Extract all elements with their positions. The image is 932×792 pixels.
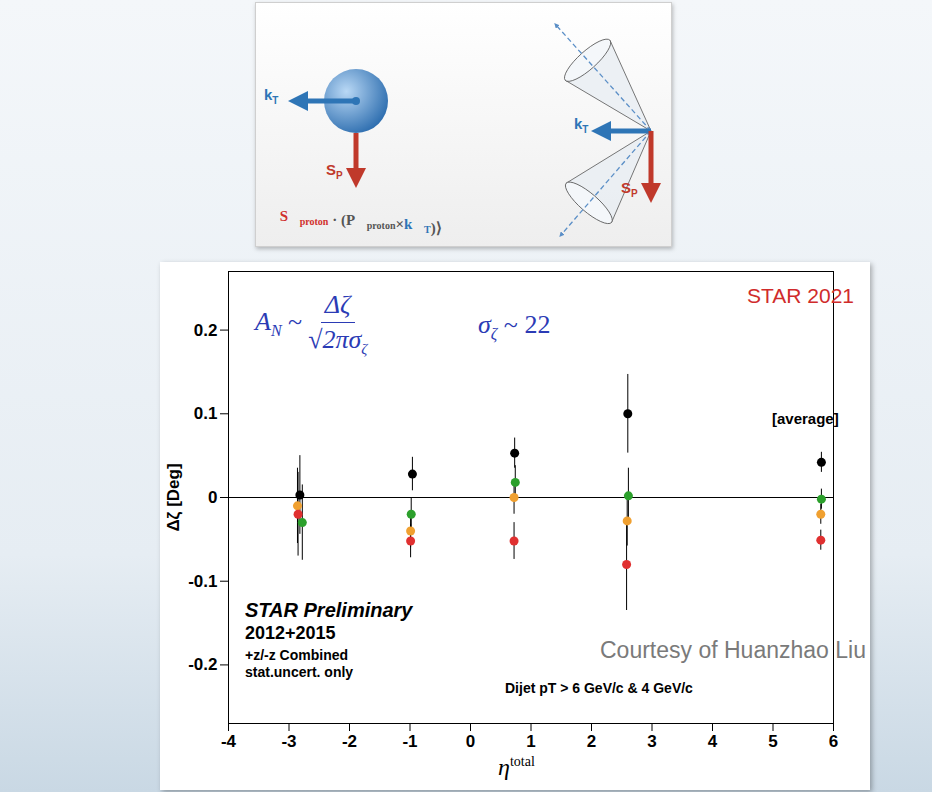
svg-text:Δζ [Deg]: Δζ [Deg] [164, 463, 183, 531]
html-text:STAR 2021: STAR 2021 [747, 284, 854, 307]
svg-text:3: 3 [647, 732, 656, 751]
svg-text:0: 0 [466, 732, 475, 751]
svg-text:0: 0 [208, 488, 217, 507]
svg-text:0.2: 0.2 [194, 321, 218, 340]
html-text:STAR Preliminary: STAR Preliminary [245, 599, 413, 621]
svg-text:-2: -2 [342, 732, 357, 751]
svg-text:SP: SP [326, 161, 343, 181]
svg-text:SP: SP [621, 179, 638, 199]
html-text:Δζ: Δζ [324, 290, 351, 319]
svg-text:-1: -1 [402, 732, 417, 751]
html-text:AN~: AN~ [255, 307, 303, 340]
html-text:Courtesy of Huanzhao Liu: Courtesy of Huanzhao Liu [600, 637, 866, 663]
html-text:2012+2015: 2012+2015 [245, 623, 336, 643]
svg-text:1: 1 [526, 732, 535, 751]
svg-text:0.1: 0.1 [194, 404, 218, 423]
svg-text:6: 6 [829, 732, 838, 751]
html-text:ηtotal: ηtotal [498, 754, 535, 780]
svg-text:2: 2 [587, 732, 596, 751]
html-text:[average]: [average] [772, 410, 839, 427]
svg-text:-3: -3 [281, 732, 296, 751]
html-text:√2πσζ: √2πσζ [308, 325, 368, 358]
svg-text:⟨S⃗proton · (P⃗proton×k⃗T)⟩: ⟨S⃗proton · (P⃗proton×k⃗T)⟩ [268, 208, 442, 237]
svg-text:kT: kT [574, 115, 588, 135]
svg-text:-4: -4 [221, 732, 237, 751]
html-text:+z/-z Combined: +z/-z Combined [245, 647, 349, 663]
svg-text:-0.1: -0.1 [188, 572, 217, 591]
svg-text:-0.2: -0.2 [188, 655, 217, 674]
html-text:stat.uncert. only: stat.uncert. only [245, 664, 354, 680]
html-text:σζ~ 22: σζ~ 22 [478, 310, 551, 343]
html-text:Dijet pT > 6 GeV/c & 4 GeV/c: Dijet pT > 6 GeV/c & 4 GeV/c [505, 680, 693, 696]
svg-text:4: 4 [708, 732, 718, 751]
svg-text:5: 5 [768, 732, 777, 751]
svg-text:kT: kT [264, 86, 278, 106]
